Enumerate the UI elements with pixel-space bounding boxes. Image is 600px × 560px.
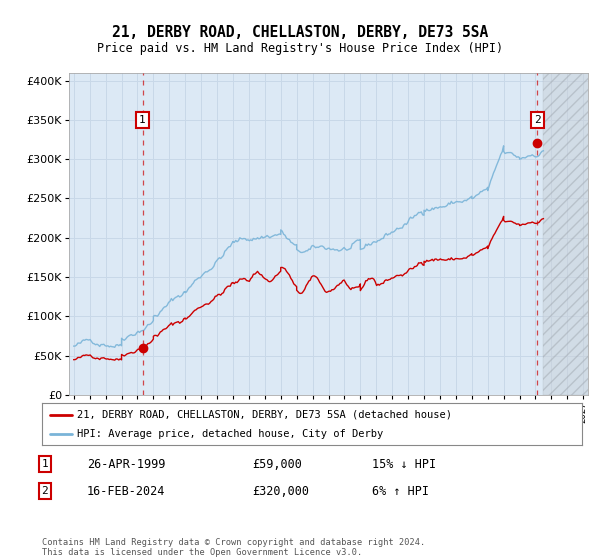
Text: 2: 2	[534, 115, 541, 125]
Text: 21, DERBY ROAD, CHELLASTON, DERBY, DE73 5SA (detached house): 21, DERBY ROAD, CHELLASTON, DERBY, DE73 …	[77, 409, 452, 419]
Text: HPI: Average price, detached house, City of Derby: HPI: Average price, detached house, City…	[77, 429, 383, 439]
Text: Price paid vs. HM Land Registry's House Price Index (HPI): Price paid vs. HM Land Registry's House …	[97, 42, 503, 55]
Text: £59,000: £59,000	[252, 458, 302, 471]
Text: 16-FEB-2024: 16-FEB-2024	[87, 484, 166, 498]
Text: £320,000: £320,000	[252, 484, 309, 498]
Text: Contains HM Land Registry data © Crown copyright and database right 2024.
This d: Contains HM Land Registry data © Crown c…	[42, 538, 425, 557]
Bar	[544, 73, 600, 395]
Text: 15% ↓ HPI: 15% ↓ HPI	[372, 458, 436, 471]
Text: 6% ↑ HPI: 6% ↑ HPI	[372, 484, 429, 498]
Text: 2: 2	[41, 486, 49, 496]
Text: 1: 1	[41, 459, 49, 469]
Text: 21, DERBY ROAD, CHELLASTON, DERBY, DE73 5SA: 21, DERBY ROAD, CHELLASTON, DERBY, DE73 …	[112, 25, 488, 40]
Text: 1: 1	[139, 115, 146, 125]
Text: 26-APR-1999: 26-APR-1999	[87, 458, 166, 471]
